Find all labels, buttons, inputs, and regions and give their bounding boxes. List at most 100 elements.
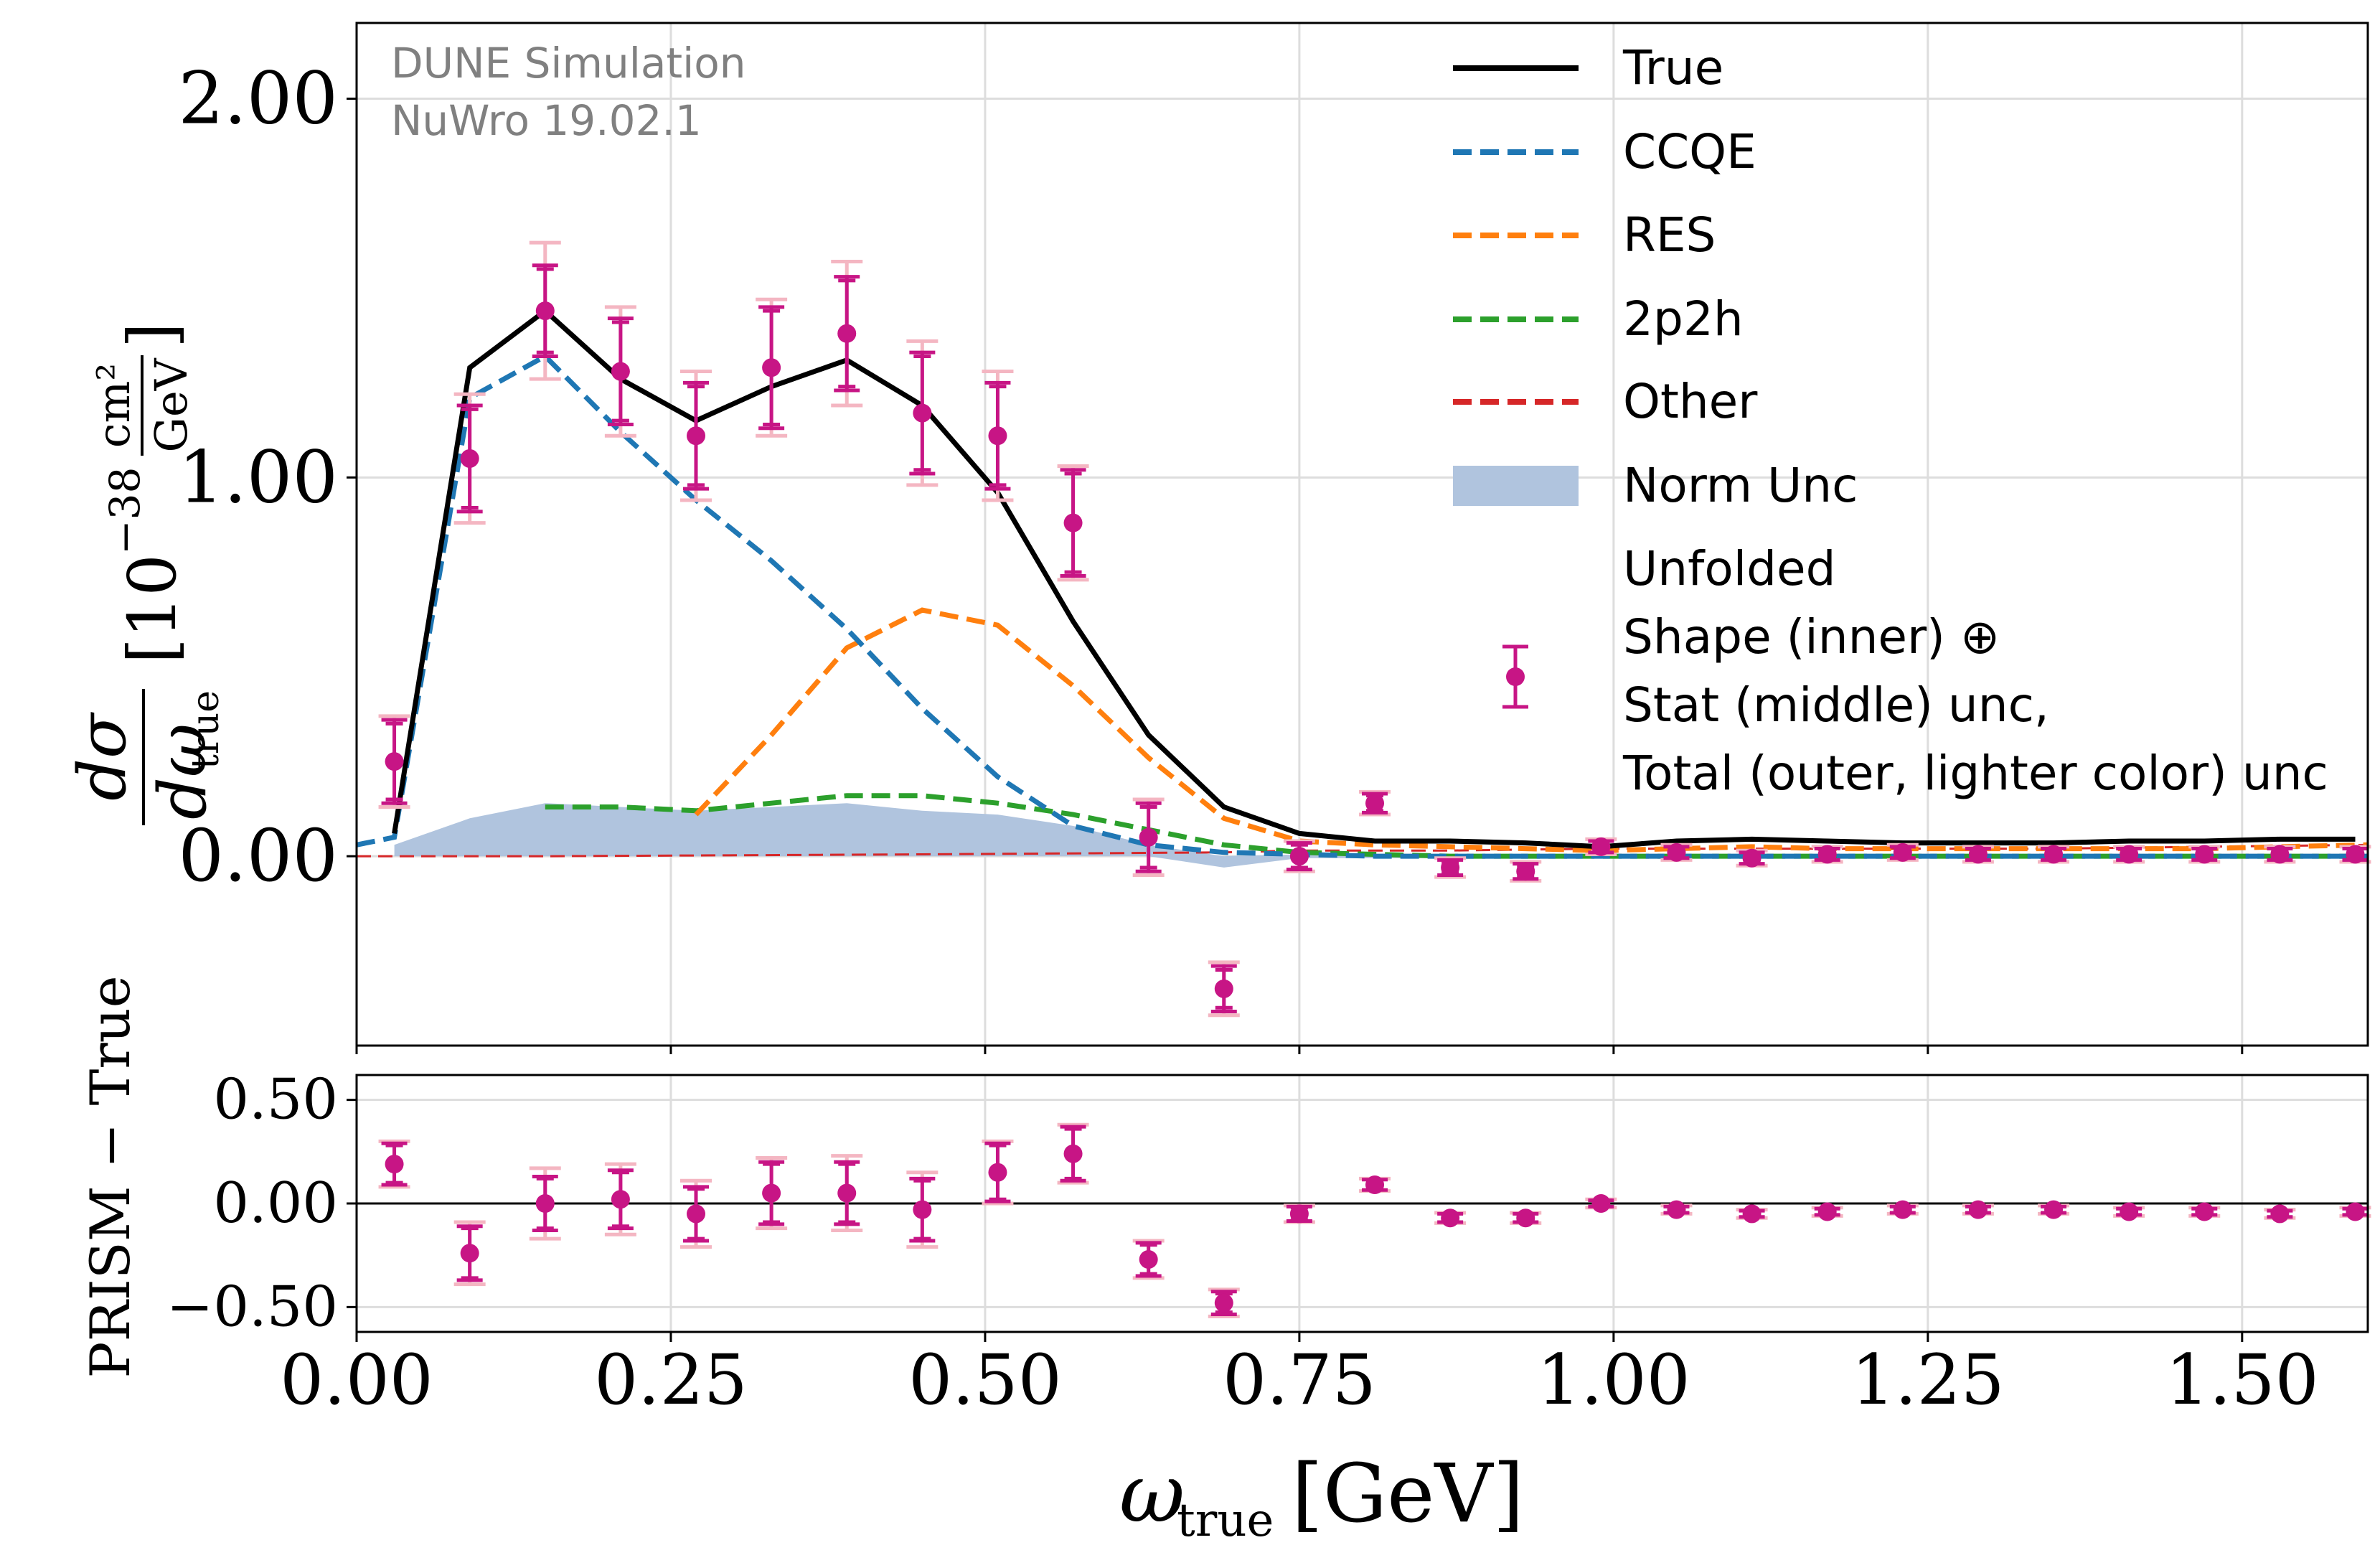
ratio-point [453,1220,486,1287]
unfolded-marker [1063,513,1083,532]
ratio-marker [2346,1202,2365,1221]
legend-item-unfolded: Unfolded Shape (inner) ⊕ Stat (middle) unc… [1502,541,2328,801]
unfolded-point [604,305,636,438]
legend-label-true: True [1622,40,1723,95]
legend-label-2p2h: 2p2h [1623,291,1744,347]
legend: True CCQE RES 2p2h Other Norm Unc Unfolded Shap… [1453,40,2328,801]
unfolded-marker [988,426,1007,446]
ratio-point [1208,1287,1240,1318]
ratio-y-ticks: −0.50 0.00 0.50 [166,1068,357,1339]
legend-label-unfolded-line-1: Shape (inner) ⊕ [1623,609,2000,665]
unfolded-marker [2346,845,2365,864]
ratio-marker [1441,1208,1460,1228]
unfolded-point [1359,789,1391,817]
ratio-marker [1667,1200,1686,1219]
ratio-point [756,1155,788,1231]
ratio-point [1962,1200,1994,1219]
x-tick-label: 1.25 [1851,1340,2005,1420]
unfolded-point [529,240,561,381]
legend-label-unfolded-line-3: Total (outer, lighter color) unc [1622,746,2328,801]
ratio-point [2339,1202,2371,1221]
ratio-marker [1516,1208,1535,1228]
ratio-point [1283,1203,1315,1224]
unfolded-marker [1441,858,1460,877]
unfolded-marker [385,752,404,771]
unfolded-marker [2044,845,2064,864]
ratio-marker [1289,1204,1309,1224]
unfolded-marker [1289,847,1309,866]
ylabel-denominator: dω [144,723,221,820]
ratio-marker [1742,1204,1762,1224]
ratio-marker [1139,1249,1158,1269]
unfolded-point [2038,845,2070,864]
xlabel-symbol: ω [1119,1447,1185,1541]
unfolded-point [1886,842,1919,862]
ratio-x-ticks: 0.00 0.25 0.50 0.75 1.00 1.25 1.50 [280,1332,2319,1420]
legend-swatch-norm [1453,466,1579,506]
main-ytick-label: 1.00 [178,435,338,519]
unfolded-point [756,297,788,438]
x-tick-label: 1.00 [1537,1340,1690,1420]
ylabel-unit-numerator: cm² [88,363,140,448]
ratio-point [2113,1202,2145,1221]
norm-unc-band [394,803,2368,868]
ratio-plot-area [357,1122,2371,1318]
unfolded-point [1811,845,1843,864]
legend-label-unfolded-line-0: Unfolded [1623,541,1835,596]
ratio-marker [2120,1202,2139,1221]
unfolded-marker [762,358,781,377]
unfolded-marker [1667,842,1686,862]
main-y-axis-label: dσ dω true [10 −38 cm² GeV ] [64,322,227,825]
ratio-marker [687,1204,706,1224]
unfolded-point [1510,860,1542,883]
unfolded-marker [1139,827,1158,847]
legend-item-other: Other [1453,374,1758,429]
ratio-point [1510,1208,1542,1228]
legend-item-ccqe: CCQE [1453,124,1756,179]
legend-label-unfolded-line-2: Stat (middle) unc, [1623,677,2049,733]
ratio-marker [611,1190,630,1209]
annotation-dune-simulation: DUNE Simulation [391,39,746,88]
legend-label-other: Other [1623,374,1758,429]
ratio-point [1811,1202,1843,1221]
main-ytick-label: 2.00 [178,57,338,141]
ratio-marker [1968,1200,1988,1219]
unfolded-marker [1817,845,1837,864]
ylabel-numerator: dσ [64,712,141,801]
ratio-point [604,1162,636,1236]
legend-item-norm: Norm Unc [1453,458,1858,513]
ratio-marker [1063,1144,1083,1163]
unfolded-marker [687,426,706,446]
legend-swatch-unfolded-marker [1506,667,1525,686]
x-tick-label: 0.75 [1223,1340,1376,1420]
main-axes-frame [355,22,2369,1047]
ratio-ytick-label: 0.00 [213,1171,338,1236]
unfolded-point [378,714,410,809]
ratio-marker [988,1163,1007,1182]
ratio-ytick-label: 0.50 [213,1068,338,1132]
xlabel-unit: [GeV] [1292,1447,1524,1541]
main-plot-area [356,240,2371,1018]
legend-item-2p2h: 2p2h [1453,291,1744,347]
ratio-point [1359,1175,1391,1195]
unfolded-point [1585,837,1617,856]
ratio-marker [762,1183,781,1203]
main-ytick-label: 0.00 [178,814,338,898]
unfolded-marker [535,301,555,321]
unfolded-marker [2270,845,2290,864]
unfolded-marker [1214,979,1233,998]
unfolded-point [453,392,486,525]
ratio-point [2188,1202,2221,1221]
ratio-point [1434,1208,1467,1228]
main-x-ticks [355,1046,2244,1054]
unfolded-marker [1893,842,1912,862]
x-tick-label: 0.25 [594,1340,748,1420]
ylabel-unit-prefix: [10 [114,554,191,664]
x-tick-label: 0.50 [908,1340,1062,1420]
unfolded-point [831,260,863,408]
ratio-point [982,1139,1014,1206]
ratio-marker [913,1200,932,1219]
ratio-point [2264,1204,2296,1224]
